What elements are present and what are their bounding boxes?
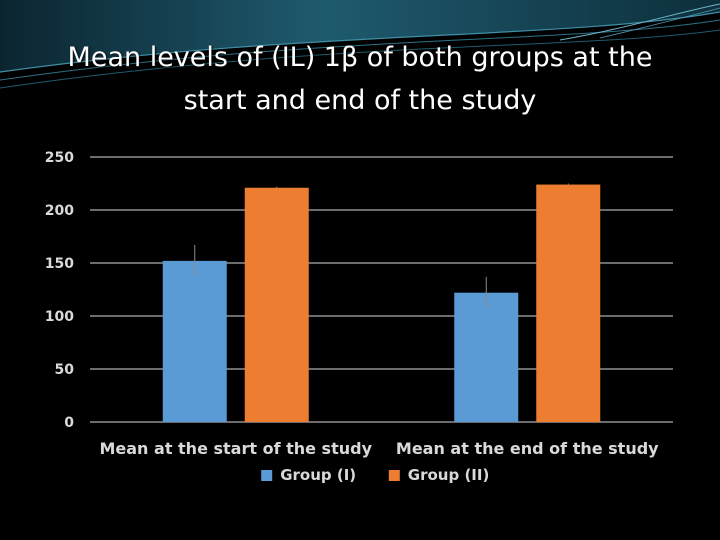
legend-swatch bbox=[388, 470, 400, 481]
legend-label: Group (I) bbox=[280, 466, 356, 484]
bar-chart: 0 50 100 150 200 250 Mean at the start of the … bbox=[45, 150, 673, 484]
y-tick-label: 100 bbox=[45, 309, 74, 325]
bar bbox=[536, 184, 601, 422]
slide-title-line-1: Mean levels of (IL) 1β of both groups at… bbox=[67, 42, 653, 73]
bar bbox=[162, 260, 227, 422]
x-tick-label: Mean at the start of the study bbox=[99, 439, 372, 458]
bar bbox=[454, 292, 519, 422]
slide-title-line-2: start and end of the study bbox=[183, 85, 537, 116]
y-tick-label: 150 bbox=[45, 256, 74, 272]
x-tick-label: Mean at the end of the study bbox=[396, 439, 659, 458]
chart-panel: 0 50 100 150 200 250 Mean at the start of the … bbox=[28, 138, 692, 508]
y-tick-label: 250 bbox=[45, 150, 74, 166]
y-tick-label: 200 bbox=[45, 203, 74, 219]
y-tick-label: 0 bbox=[64, 415, 74, 431]
legend-swatch bbox=[261, 470, 273, 481]
y-tick-label: 50 bbox=[55, 362, 75, 378]
bar bbox=[244, 187, 309, 422]
legend-label: Group (II) bbox=[408, 466, 490, 484]
slide-title: Mean levels of (IL) 1β of both groups at… bbox=[0, 36, 720, 122]
decorative-banner bbox=[0, 0, 720, 89]
